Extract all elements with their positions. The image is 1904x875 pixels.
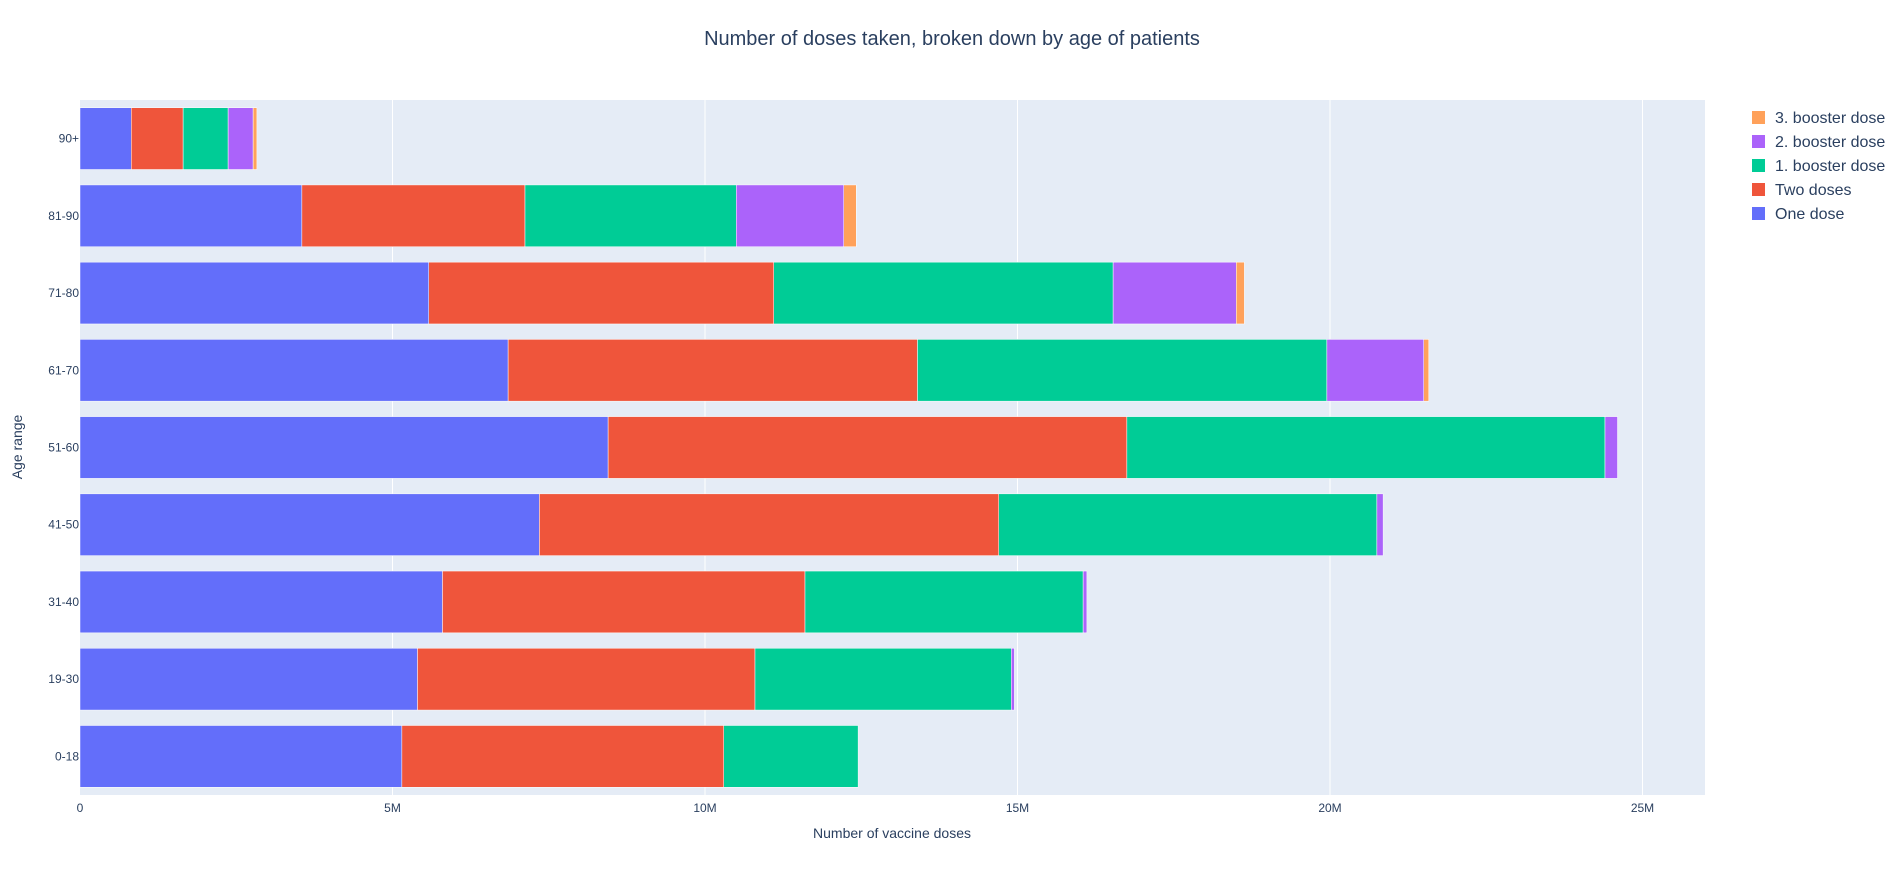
y-axis-title: Age range [9,414,25,479]
x-axis-title: Number of vaccine doses [813,825,971,841]
bar-31-40-1-booster-dose [804,570,1084,634]
bar-19-30-two-doses [417,648,756,711]
bar-71-80-3-booster-dose [1236,261,1245,325]
bar-51-60-two-doses [607,416,1128,479]
bar-71-80-two-doses [428,261,774,325]
bar-51-60-one-dose [79,416,609,479]
bar-61-70-2-booster-dose [1326,339,1424,402]
chart-title: Number of doses taken, broken down by ag… [704,28,1200,50]
y-tick-81-90: 81-90 [48,209,79,223]
x-tick-0: 0 [77,801,84,815]
x-tick-15m: 15M [1006,801,1029,815]
bar-71-80-2-booster-dose [1112,261,1237,325]
y-tick-71-80: 71-80 [48,286,79,300]
x-tick-10m: 10M [693,801,716,815]
bar-41-50-1-booster-dose [998,493,1378,556]
y-tick-0-18: 0-18 [55,749,79,763]
x-tick-5m: 5M [384,801,401,815]
bar-81-90-two-doses [301,184,526,247]
legend-swatch [1752,111,1765,124]
y-tick-90: 90+ [59,132,79,146]
bar-19-30-2-booster-dose [1011,648,1015,711]
bar-90-1-booster-dose [182,107,229,170]
bar-61-70-3-booster-dose [1423,339,1429,402]
x-tick-20m: 20M [1318,801,1341,815]
bar-41-50-one-dose [79,493,540,556]
bars [79,107,1618,788]
legend-label: 3. booster dose [1775,110,1885,127]
legend-item-two-doses[interactable]: Two doses [1752,182,1851,199]
bar-51-60-2-booster-dose [1604,416,1618,479]
y-tick-19-30: 19-30 [48,672,79,686]
legend-item-one-dose[interactable]: One dose [1752,206,1844,223]
legend-item-3-booster-dose[interactable]: 3. booster dose [1752,110,1885,127]
bar-61-70-one-dose [79,339,509,402]
bar-19-30-one-dose [79,648,418,711]
legend-swatch [1752,183,1765,196]
bar-0-18-two-doses [401,725,724,788]
bar-81-90-2-booster-dose [736,184,844,247]
legend: 3. booster dose 2. booster dose 1. booster… [1752,110,1885,223]
y-tick-61-70: 61-70 [48,363,79,377]
legend-label: 1. booster dose [1775,158,1885,175]
x-tick-25m: 25M [1631,801,1654,815]
legend-swatch [1752,207,1765,220]
x-tick-labels: 0 5M 10M 15M 20M 25M [77,801,1655,815]
bar-90-3-booster-dose [252,107,258,170]
bar-31-40-two-doses [442,570,806,634]
legend-item-1-booster-dose[interactable]: 1. booster dose [1752,158,1885,175]
bar-71-80-1-booster-dose [773,261,1114,325]
bar-61-70-two-doses [507,339,918,402]
bar-41-50-two-doses [539,493,999,556]
bar-81-90-one-dose [79,184,303,247]
legend-label: 2. booster dose [1775,134,1885,151]
legend-label: Two doses [1775,182,1851,199]
legend-swatch [1752,135,1765,148]
bar-31-40-2-booster-dose [1082,570,1088,634]
legend-swatch [1752,159,1765,172]
bar-0-18-1-booster-dose [723,725,859,788]
bar-90-one-dose [79,107,132,170]
legend-item-2-booster-dose[interactable]: 2. booster dose [1752,134,1885,151]
y-tick-31-40: 31-40 [48,595,79,609]
bar-51-60-1-booster-dose [1126,416,1606,479]
bar-61-70-1-booster-dose [917,339,1328,402]
bar-0-18-one-dose [79,725,403,788]
bar-81-90-1-booster-dose [524,184,737,247]
bar-41-50-2-booster-dose [1376,493,1384,556]
bar-71-80-one-dose [79,261,429,325]
y-tick-labels: 0-18 19-30 31-40 41-50 51-60 61-70 71-80 81-90 9… [48,132,79,764]
y-tick-51-60: 51-60 [48,441,79,455]
legend-label: One dose [1775,206,1844,223]
bar-90-two-doses [131,107,184,170]
y-tick-41-50: 41-50 [48,518,79,532]
bar-31-40-one-dose [79,570,443,634]
bar-19-30-1-booster-dose [754,648,1012,711]
bar-81-90-3-booster-dose [843,184,857,247]
bar-90-2-booster-dose [227,107,254,170]
